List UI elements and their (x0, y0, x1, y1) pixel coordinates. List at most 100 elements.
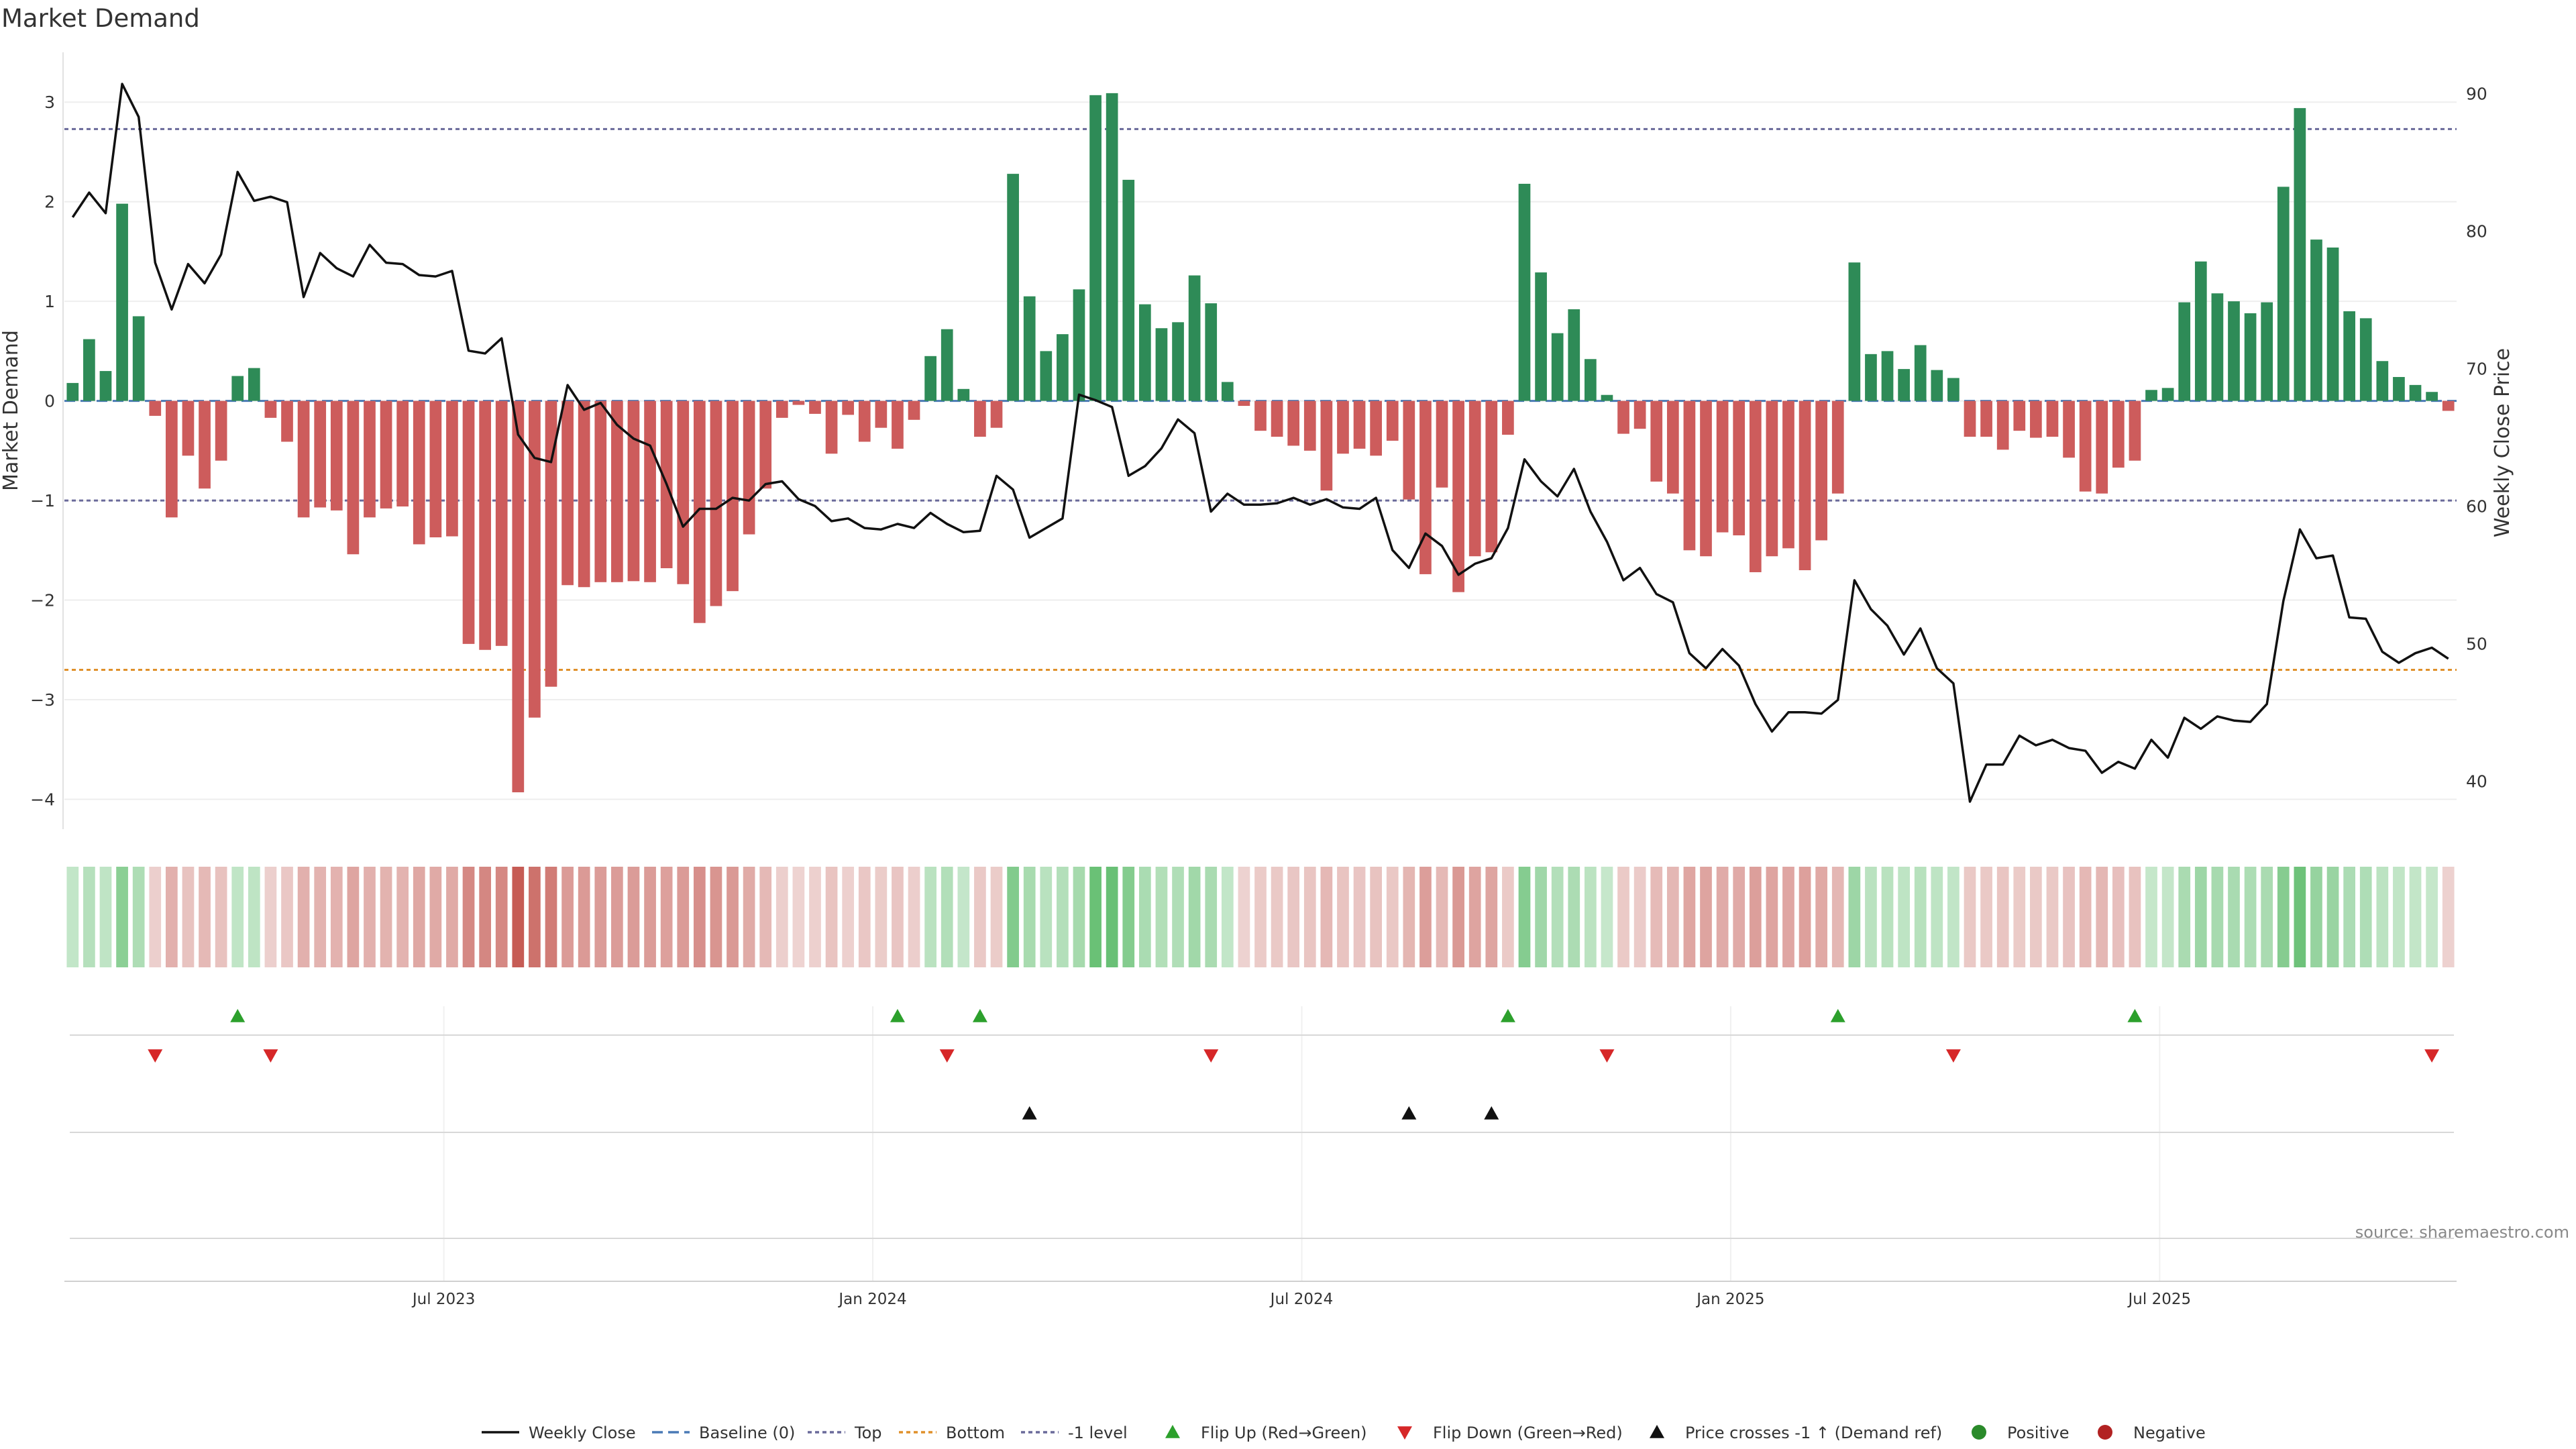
flip-up-marker (890, 1009, 905, 1022)
heat-cell (1138, 867, 1151, 967)
heat-cell (2294, 867, 2306, 967)
demand-bar (1518, 183, 1531, 401)
x-tick-label: Jan 2025 (1695, 1291, 1764, 1308)
demand-bar (710, 400, 722, 606)
heat-cell (281, 867, 293, 967)
heat-cell (924, 867, 936, 967)
heat-cell (1535, 867, 1547, 967)
demand-bar (594, 400, 607, 582)
demand-bar (2013, 400, 2026, 431)
demand-bar (644, 400, 656, 582)
heat-cell (611, 867, 623, 967)
heat-cell (1914, 867, 1927, 967)
demand-bar (1106, 93, 1118, 401)
flip-down-marker (1203, 1049, 1219, 1063)
demand-bar (1749, 400, 1762, 572)
heat-cell (1502, 867, 1514, 967)
demand-bar (627, 400, 640, 582)
demand-bar (314, 400, 327, 508)
heat-cell (2211, 867, 2224, 967)
heat-cell (990, 867, 1003, 967)
flip-down-marker (939, 1049, 955, 1063)
heat-cell (908, 867, 920, 967)
heat-cell (892, 867, 904, 967)
heat-cell (330, 867, 343, 967)
y-axis: −4 −3 −2 −1 0 1 2 3 (30, 52, 64, 829)
x-axis: Jul 2023 Jan 2024 Jul 2024 Jan 2025 Jul 2025 (64, 1281, 2457, 1308)
demand-bar (2145, 390, 2157, 401)
demand-bar (1716, 400, 1729, 533)
demand-bar (1303, 400, 1316, 451)
heat-cell (842, 867, 855, 967)
heat-cell (1452, 867, 1464, 967)
price-cross-marker (1484, 1106, 1499, 1120)
y-tick-label: 1 (44, 292, 55, 311)
heat-cell (231, 867, 244, 967)
x-tick-label: Jan 2024 (837, 1291, 906, 1308)
heat-cell (479, 867, 491, 967)
demand-bar (66, 382, 79, 401)
demand-bar (2244, 313, 2257, 401)
heat-cell (2178, 867, 2191, 967)
heat-cell (1403, 867, 1415, 967)
heat-cell (545, 867, 557, 967)
heat-cell (561, 867, 574, 967)
heat-cell (166, 867, 178, 967)
heat-cell (1155, 867, 1168, 967)
heat-cell (1898, 867, 1910, 967)
heat-cell (1303, 867, 1316, 967)
legend-label: Top (854, 1424, 882, 1442)
heat-cell (2244, 867, 2257, 967)
heat-cell (1782, 867, 1794, 967)
heat-cell (1468, 867, 1481, 967)
demand-bar (281, 400, 293, 442)
heat-cell (2261, 867, 2273, 967)
demand-bar (2211, 293, 2224, 401)
demand-bar (809, 400, 821, 414)
heat-cell (364, 867, 376, 967)
demand-bar (545, 400, 557, 687)
heat-cell (1386, 867, 1399, 967)
demand-bar (2161, 388, 2174, 401)
demand-bar (1023, 296, 1036, 401)
demand-bar (396, 400, 409, 506)
heat-cell (2046, 867, 2059, 967)
demand-bar (1568, 309, 1580, 401)
heat-cell (149, 867, 162, 967)
weekly-close-series (71, 83, 2449, 803)
demand-bar (1996, 400, 2009, 450)
heat-cell (182, 867, 195, 967)
demand-bar (2261, 302, 2273, 401)
demand-bar (693, 400, 706, 623)
reference-lines (64, 127, 2457, 671)
heat-cell (1815, 867, 1828, 967)
heat-cell (1931, 867, 1943, 967)
demand-bar (429, 400, 442, 538)
demand-bar (1205, 303, 1218, 401)
y2-tick-label: 40 (2466, 771, 2487, 791)
demand-bar (1931, 370, 1943, 401)
heat-cell (1848, 867, 1861, 967)
demand-bar (1947, 378, 1960, 401)
demand-bar (446, 400, 458, 537)
heat-cell (1650, 867, 1663, 967)
demand-bar (1601, 394, 1613, 401)
heat-cell (264, 867, 277, 967)
heat-cell (1073, 867, 1085, 967)
demand-bar (264, 400, 277, 418)
heat-cell (825, 867, 838, 967)
heat-cell (1007, 867, 1019, 967)
heat-cell (1733, 867, 1746, 967)
heat-cell (1700, 867, 1712, 967)
y-tick-label: −1 (30, 491, 55, 511)
heat-cell (314, 867, 327, 967)
demand-bar (479, 400, 491, 650)
heat-cell (248, 867, 260, 967)
demand-bar (462, 400, 475, 644)
demand-bar (2046, 400, 2059, 437)
legend-label: Flip Down (Green→Red) (1433, 1424, 1623, 1442)
legend-label: -1 level (1068, 1424, 1128, 1442)
demand-bar (2426, 392, 2438, 401)
y2-tick-label: 70 (2466, 359, 2487, 378)
heat-cell (775, 867, 788, 967)
